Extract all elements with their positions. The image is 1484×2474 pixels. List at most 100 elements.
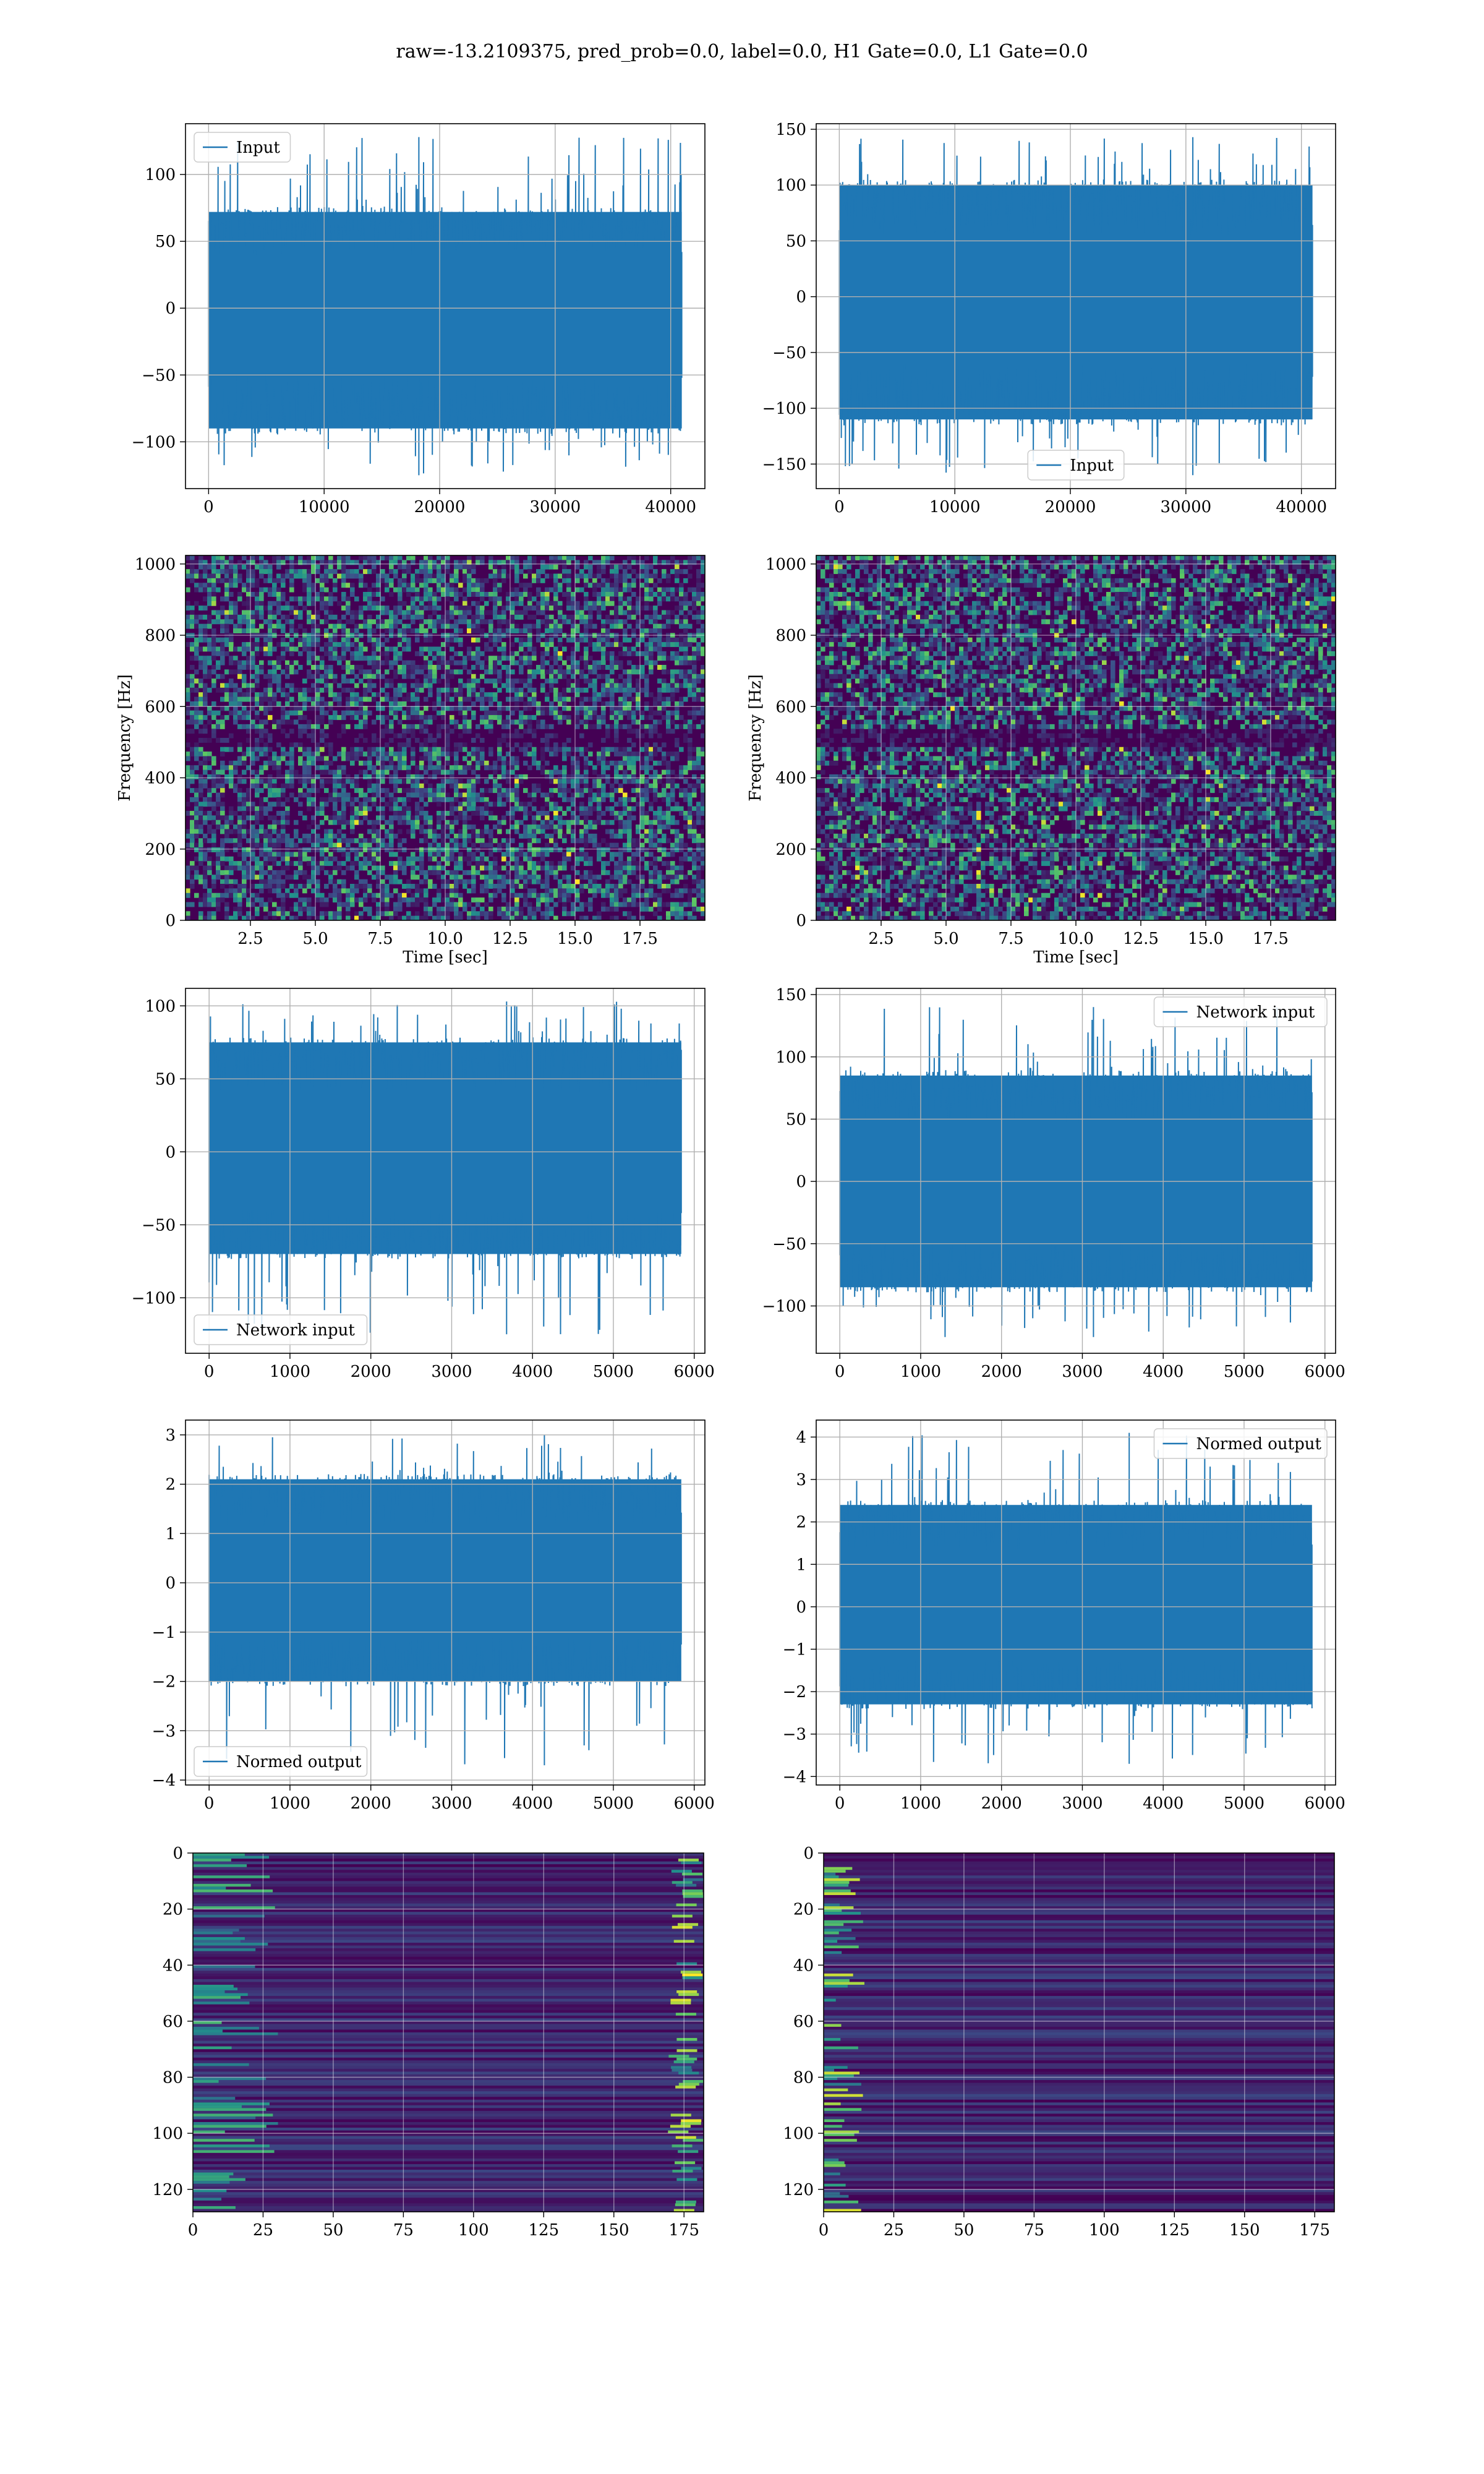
heatmap-cell <box>584 633 589 638</box>
heatmap-cell <box>437 833 441 839</box>
heatmap-cell <box>610 569 615 575</box>
heatmap-cell <box>683 596 688 602</box>
heatmap-cell <box>424 820 429 825</box>
heatmap-cell <box>376 583 381 588</box>
heatmap-cell <box>276 852 281 857</box>
heatmap-cell <box>294 842 299 848</box>
heatmap-cell <box>263 833 268 839</box>
heatmap-cell <box>190 683 195 688</box>
heatmap-cell <box>315 687 320 693</box>
heatmap-cell <box>216 783 221 789</box>
heatmap-cell <box>198 715 203 721</box>
heatmap-cell <box>220 696 225 702</box>
heatmap-cell <box>527 715 532 721</box>
heatmap-cell <box>333 587 338 593</box>
heatmap-cell <box>549 838 554 844</box>
heatmap-cell <box>415 665 420 670</box>
heatmap-cell <box>692 614 697 620</box>
heatmap-cell <box>220 769 225 775</box>
heatmap-cell <box>242 715 247 721</box>
heatmap-cell <box>333 628 338 633</box>
heatmap-cell <box>367 779 372 784</box>
heatmap-cell <box>553 765 558 771</box>
heatmap-cell <box>376 751 381 757</box>
heatmap-cell <box>311 815 316 821</box>
heatmap-cell <box>488 592 493 597</box>
heatmap-cell <box>190 788 195 794</box>
heatmap-cell <box>636 701 641 706</box>
heatmap-cell <box>263 696 268 702</box>
heatmap-cell <box>315 842 320 848</box>
heatmap-cell <box>610 811 615 816</box>
heatmap-cell <box>411 696 416 702</box>
heatmap-cell <box>662 669 667 675</box>
heatmap-cell <box>553 815 558 821</box>
heatmap-cell <box>510 792 515 798</box>
heatmap-cell <box>393 811 398 816</box>
heatmap-cell <box>441 651 446 656</box>
heatmap-cell <box>337 660 342 666</box>
heatmap-cell <box>419 619 424 625</box>
heatmap-cell <box>558 560 563 565</box>
heatmap-cell <box>675 847 680 852</box>
heatmap-cell <box>328 829 333 834</box>
heatmap-cell <box>229 678 234 684</box>
heatmap-cell <box>657 815 662 821</box>
heatmap-cell <box>406 614 411 620</box>
heatmap-cell <box>558 656 563 661</box>
heatmap-cell <box>458 765 463 771</box>
heatmap-cell <box>333 847 338 852</box>
heatmap-cell <box>237 710 242 716</box>
heatmap-cell <box>627 606 632 611</box>
heatmap-cell <box>346 583 351 588</box>
heatmap-cell <box>354 633 359 638</box>
heatmap-cell <box>553 824 558 830</box>
heatmap-cell <box>272 646 277 652</box>
heatmap-cell <box>337 683 342 688</box>
heatmap-cell <box>298 642 303 648</box>
heatmap-cell <box>220 637 225 643</box>
heatmap-cell <box>363 555 368 560</box>
heatmap-cell <box>411 587 416 593</box>
heatmap-cell <box>532 646 537 652</box>
heatmap-cell <box>588 802 593 807</box>
heatmap-cell <box>341 792 346 798</box>
heatmap-cell <box>636 642 641 648</box>
heatmap-cell <box>662 623 667 629</box>
heatmap-cell <box>510 656 515 661</box>
heatmap-cell <box>406 628 411 633</box>
heatmap-cell <box>190 811 195 816</box>
heatmap-cell <box>315 656 320 661</box>
heatmap-cell <box>224 833 229 839</box>
heatmap-cell <box>346 637 351 643</box>
heatmap-cell <box>610 651 615 656</box>
heatmap-cell <box>649 660 654 666</box>
heatmap-cell <box>259 592 264 597</box>
heatmap-cell <box>540 724 545 729</box>
heatmap-cell <box>657 614 662 620</box>
heatmap-cell <box>268 838 273 844</box>
heatmap-cell <box>268 601 273 606</box>
heatmap-cell <box>376 738 381 743</box>
heatmap-cell <box>354 674 359 679</box>
heatmap-cell <box>285 715 290 721</box>
heatmap-cell <box>644 651 649 656</box>
heatmap-cell <box>224 637 229 643</box>
heatmap-cell <box>341 678 346 684</box>
heatmap-cell <box>623 637 628 643</box>
heatmap-cell <box>623 751 628 757</box>
heatmap-cell <box>363 569 368 575</box>
heatmap-cell <box>441 783 446 789</box>
heatmap-cell <box>532 820 537 825</box>
heatmap-cell <box>324 724 329 729</box>
heatmap-cell <box>575 756 580 761</box>
heatmap-cell <box>523 829 528 834</box>
heatmap-cell <box>367 751 372 757</box>
heatmap-cell <box>337 847 342 852</box>
heatmap-cell <box>424 815 429 821</box>
heatmap-cell <box>298 665 303 670</box>
heatmap-cell <box>324 578 329 583</box>
heatmap-cell <box>220 838 225 844</box>
heatmap-cell <box>294 742 299 748</box>
heatmap-cell <box>255 701 260 706</box>
